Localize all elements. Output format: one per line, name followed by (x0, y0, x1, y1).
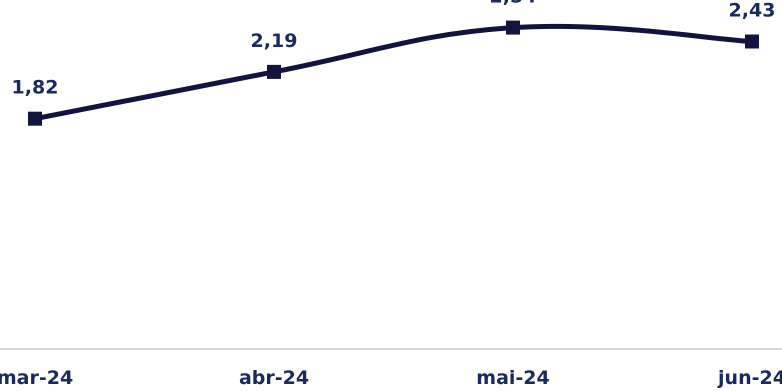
data-label: 1,82 (12, 77, 59, 99)
data-label: 2,54 (490, 0, 537, 8)
data-label-group: 1,82 2,19 2,54 2,43 (12, 0, 776, 99)
data-point-marker (28, 111, 42, 126)
data-point-marker (745, 34, 759, 49)
x-tick-label: jun-24 (717, 367, 782, 389)
x-tick-group: mar-24 abr-24 mai-24 jun-24 (0, 367, 782, 389)
x-tick-label: mai-24 (476, 367, 549, 389)
x-tick-label: mar-24 (0, 367, 73, 389)
data-point-marker (267, 64, 281, 79)
data-label: 2,43 (729, 0, 776, 22)
x-tick-label: abr-24 (239, 367, 309, 389)
series-line (32, 23, 755, 122)
marker-group (28, 20, 759, 126)
data-label: 2,19 (251, 30, 298, 52)
data-point-marker (506, 20, 520, 35)
